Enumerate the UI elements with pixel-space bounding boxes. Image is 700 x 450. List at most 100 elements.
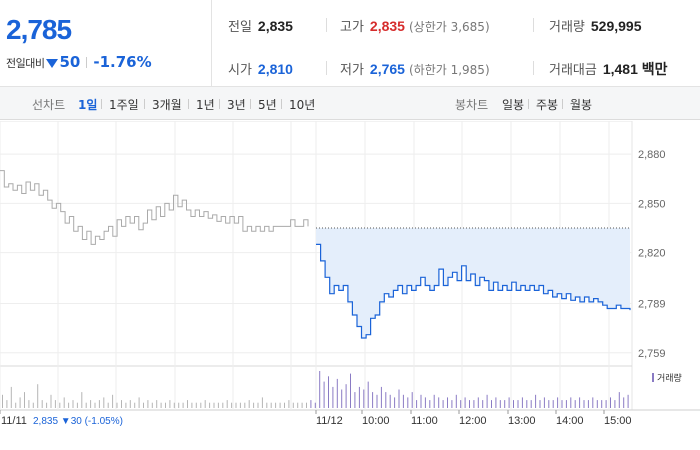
x-axis-ticks: 11/11 11/12 10:00 11:00 12:00 13:00 14:00 15:00 bbox=[0, 410, 632, 427]
tab-10y[interactable]: 10년 bbox=[289, 98, 316, 112]
volume-bar bbox=[530, 400, 532, 408]
volume-bar bbox=[195, 402, 197, 408]
volume-bar bbox=[574, 400, 576, 408]
volume-bar bbox=[407, 397, 409, 408]
divider bbox=[326, 18, 327, 32]
volume-bar bbox=[420, 394, 422, 408]
volume-bar bbox=[464, 397, 466, 408]
volume-bar bbox=[292, 402, 294, 408]
volume-bar bbox=[328, 376, 329, 408]
prev-day-annotation: 2,835 ▼30 (-1.05%) bbox=[33, 416, 123, 427]
volume-bar bbox=[539, 400, 541, 408]
volume-bar bbox=[535, 394, 537, 408]
volume-bar bbox=[2, 394, 3, 408]
prev-day-line bbox=[0, 170, 309, 245]
volume-bar bbox=[460, 400, 462, 408]
volume-bar bbox=[332, 386, 334, 408]
volume-bar bbox=[261, 397, 263, 408]
tab-3y[interactable]: 3년 bbox=[227, 98, 246, 112]
y-axis-ticks: 2,880 2,850 2,820 2,789 2,759 bbox=[638, 149, 666, 360]
current-price: 2,785 bbox=[6, 14, 72, 45]
change-value: 50 bbox=[59, 53, 81, 71]
volume-bar bbox=[504, 400, 506, 408]
volume-bar bbox=[147, 400, 149, 408]
volume-bar bbox=[151, 402, 153, 408]
volume-bar bbox=[486, 394, 488, 408]
volume-bar bbox=[15, 402, 17, 408]
volume-bar bbox=[385, 392, 387, 408]
tab-1d[interactable]: 1일 bbox=[78, 98, 98, 112]
volume-legend: 거래량 bbox=[657, 372, 682, 384]
volume-bar bbox=[59, 402, 61, 408]
volume-bar bbox=[204, 400, 206, 408]
y-tick-label: 2,759 bbox=[638, 348, 666, 360]
y-tick-label: 2,850 bbox=[638, 198, 666, 210]
volume-bar bbox=[270, 402, 272, 408]
volume-bar bbox=[477, 397, 479, 408]
volume-bar bbox=[411, 392, 413, 408]
volume-bar bbox=[350, 373, 351, 408]
volume-bar bbox=[372, 392, 374, 408]
divider bbox=[144, 99, 145, 109]
volume-bar bbox=[24, 392, 25, 408]
volume-bar bbox=[209, 402, 211, 408]
volume-bar bbox=[76, 402, 78, 408]
stat-open: 시가 2,810 bbox=[228, 61, 293, 78]
volume-bar bbox=[103, 397, 105, 408]
volume-bar bbox=[473, 400, 475, 408]
tab-3m[interactable]: 3개월 bbox=[152, 98, 182, 112]
volume-bar bbox=[284, 402, 285, 408]
volume-bar bbox=[239, 402, 241, 408]
volume-bar bbox=[297, 402, 299, 408]
volume-bar bbox=[125, 402, 127, 408]
x-tick-label: 13:00 bbox=[508, 415, 536, 427]
volume-bar bbox=[90, 400, 92, 408]
tab-weekly-candle[interactable]: 주봉 bbox=[536, 98, 559, 112]
tab-5y[interactable]: 5년 bbox=[258, 98, 277, 112]
x-tick-label: 10:00 bbox=[362, 415, 390, 427]
volume-bar bbox=[513, 400, 514, 408]
tab-daily-candle[interactable]: 일봉 bbox=[502, 98, 525, 112]
volume-bar bbox=[156, 400, 158, 408]
price-series bbox=[0, 170, 631, 339]
volume-bar bbox=[226, 400, 228, 408]
volume-bar bbox=[200, 402, 202, 408]
volume-bar bbox=[482, 400, 484, 408]
volume-bar bbox=[596, 400, 598, 408]
volume-bar bbox=[521, 397, 523, 408]
volume-bar bbox=[112, 394, 114, 408]
volume-bar bbox=[579, 397, 581, 408]
divider bbox=[250, 99, 251, 109]
divider bbox=[533, 61, 534, 75]
tab-monthly-candle[interactable]: 월봉 bbox=[570, 98, 593, 112]
volume-bar bbox=[222, 402, 224, 408]
change-rate: -1.76% bbox=[93, 53, 152, 71]
tab-1w[interactable]: 1주일 bbox=[109, 98, 139, 112]
quote-summary-panel: 2,785 전일대비 50 -1.76% 전일 2,835 고가 2,835 (상한가 3… bbox=[0, 0, 700, 87]
volume-bar bbox=[605, 400, 607, 408]
y-tick-label: 2,880 bbox=[638, 149, 666, 161]
volume-bar bbox=[178, 402, 180, 408]
volume-bar bbox=[169, 400, 171, 408]
volume-bar bbox=[561, 400, 563, 408]
volume-bar bbox=[187, 400, 188, 408]
volume-bar bbox=[121, 400, 122, 408]
volume-bar bbox=[543, 397, 545, 408]
stat-volume: 거래량 529,995 bbox=[549, 18, 642, 35]
volume-bar bbox=[627, 394, 629, 408]
volume-bar bbox=[37, 384, 39, 408]
volume-bar bbox=[314, 402, 316, 408]
volume-bar bbox=[182, 402, 184, 408]
divider bbox=[188, 99, 189, 109]
divider bbox=[533, 18, 534, 32]
volume-bar bbox=[623, 397, 625, 408]
today-line bbox=[316, 243, 631, 339]
divider bbox=[528, 99, 529, 109]
volume-bar bbox=[442, 400, 444, 408]
volume-bar bbox=[469, 400, 470, 408]
tab-1y[interactable]: 1년 bbox=[196, 98, 215, 112]
volume-bar bbox=[279, 402, 281, 408]
volume-bar bbox=[50, 394, 52, 408]
volume-bar bbox=[614, 400, 616, 408]
volume-bar bbox=[10, 386, 12, 408]
